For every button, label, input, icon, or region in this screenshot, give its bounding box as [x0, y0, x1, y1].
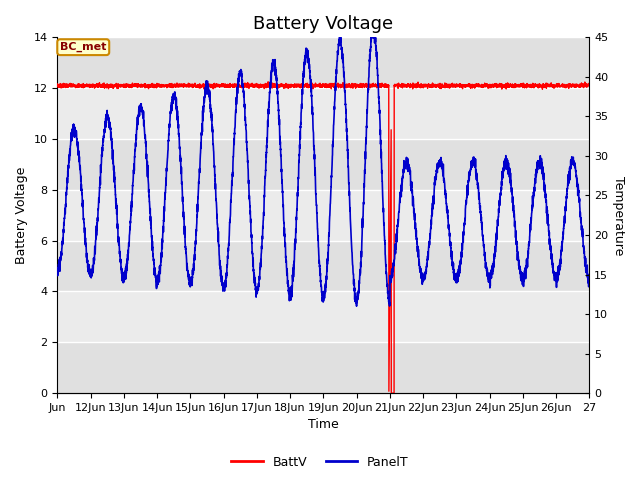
Bar — [58, 190, 589, 240]
Bar — [58, 88, 589, 139]
Bar — [58, 291, 589, 342]
Y-axis label: Temperature: Temperature — [612, 176, 625, 255]
Y-axis label: Battery Voltage: Battery Voltage — [15, 167, 28, 264]
Title: Battery Voltage: Battery Voltage — [253, 15, 394, 33]
Bar — [58, 37, 589, 88]
X-axis label: Time: Time — [308, 419, 339, 432]
Bar — [58, 240, 589, 291]
Bar — [58, 342, 589, 393]
Legend: BattV, PanelT: BattV, PanelT — [227, 451, 413, 474]
Bar — [58, 139, 589, 190]
Text: BC_met: BC_met — [60, 42, 106, 52]
